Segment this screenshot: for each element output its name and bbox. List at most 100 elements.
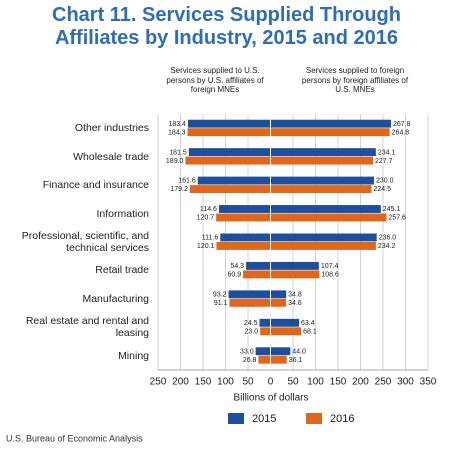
group-heading: Services supplied to U.S. persons by U.S… (166, 66, 264, 94)
x-tick-label: 250 (375, 377, 392, 388)
value-label: 54.3 (230, 263, 244, 270)
value-label: 234.1 (378, 149, 396, 156)
category-label: Professional, scientific, and technical … (21, 230, 149, 254)
bar (270, 298, 287, 307)
value-label: 108.6 (321, 272, 339, 279)
value-label: 68.1 (303, 328, 317, 335)
legend-swatch (306, 413, 322, 424)
bar (270, 233, 377, 242)
bar (270, 176, 374, 185)
bar (228, 290, 271, 299)
value-label: 33.0 (240, 348, 254, 355)
x-axis-label: Billions of dollars (233, 393, 308, 404)
value-label: 236.0 (379, 235, 397, 242)
group-heading: Services supplied to foreign persons by … (301, 66, 409, 94)
bar (270, 318, 300, 327)
value-label: 184.3 (168, 129, 186, 136)
bar (188, 148, 271, 157)
bar (270, 270, 320, 279)
category-label: Real estate and rental and leasing (25, 315, 149, 340)
bar (270, 213, 387, 222)
value-label: 23.0 (245, 328, 259, 335)
category-label: Wholesale trade (73, 150, 149, 163)
legend-label: 2015 (252, 413, 276, 425)
bar (270, 327, 302, 336)
value-label: 264.8 (392, 129, 410, 136)
value-label: 114.6 (200, 206, 217, 213)
value-label: 230.0 (376, 178, 394, 185)
x-tick-label: 150 (195, 377, 212, 388)
category-label: Retail trade (95, 264, 149, 277)
x-tick-label: 100 (307, 377, 324, 388)
bar (243, 270, 271, 279)
bar (270, 355, 287, 364)
chart-title: Chart 11. Services Supplied Through Affi… (52, 4, 401, 49)
value-label: 107.4 (321, 263, 339, 270)
value-label: 26.8 (243, 357, 257, 364)
bar (270, 156, 373, 165)
bar (270, 242, 376, 250)
bar (270, 205, 381, 213)
value-label: 183.4 (168, 121, 186, 128)
bar (218, 205, 271, 213)
bar (270, 347, 291, 356)
value-label: 227.7 (375, 158, 393, 165)
bar (229, 298, 271, 307)
bar (258, 355, 271, 364)
value-label: 24.5 (244, 320, 258, 327)
value-label: 63.4 (301, 320, 315, 327)
category-label: Mining (118, 349, 149, 362)
value-label: 36.1 (289, 357, 303, 364)
legend-label: 2016 (330, 413, 354, 425)
value-label: 267.8 (393, 121, 411, 128)
bar (270, 185, 372, 194)
bar (270, 290, 287, 299)
bar (185, 156, 271, 165)
bar (246, 261, 271, 270)
bar (270, 148, 376, 157)
category-label: Other industries (74, 122, 149, 135)
value-label: 181.5 (169, 149, 187, 156)
bar (259, 318, 271, 327)
bar (270, 128, 390, 137)
category-label: Finance and insurance (42, 179, 149, 192)
value-label: 93.2 (213, 291, 227, 298)
x-tick-label: 150 (330, 377, 347, 388)
x-tick-label: 50 (287, 377, 299, 388)
value-label: 120.1 (197, 243, 215, 250)
x-tick-label: 350 (420, 377, 437, 388)
bar (189, 185, 271, 194)
bar (216, 213, 271, 222)
value-label: 60.9 (227, 272, 241, 279)
value-label: 111.6 (202, 235, 219, 242)
x-tick-label: 100 (217, 377, 234, 388)
chart-title-box: Chart 11. Services Supplied Through Affi… (0, 4, 453, 50)
value-label: 224.5 (374, 186, 392, 193)
bar (220, 233, 271, 242)
value-label: 179.2 (170, 186, 188, 193)
x-tick-label: 300 (397, 377, 414, 388)
bar (260, 327, 271, 336)
value-label: 234.2 (378, 243, 396, 250)
value-label: 189.0 (166, 158, 184, 165)
bar (270, 119, 392, 128)
value-label: 245.1 (383, 206, 401, 213)
legend-swatch (228, 413, 244, 424)
value-label: 34.8 (288, 291, 302, 298)
value-label: 91.1 (214, 300, 228, 307)
x-tick-label: 200 (352, 377, 369, 388)
bar (197, 176, 271, 185)
x-tick-label: 0 (268, 377, 274, 388)
value-label: 257.6 (388, 215, 406, 222)
bar (216, 242, 271, 250)
x-tick-label: 200 (172, 377, 189, 388)
source: U.S. Bureau of Economic Analysis (6, 433, 143, 443)
bar (187, 119, 271, 128)
category-label: Information (96, 207, 149, 220)
value-label: 44.0 (292, 348, 306, 355)
bar (255, 347, 271, 356)
bar (270, 261, 319, 270)
value-label: 34.6 (288, 300, 302, 307)
